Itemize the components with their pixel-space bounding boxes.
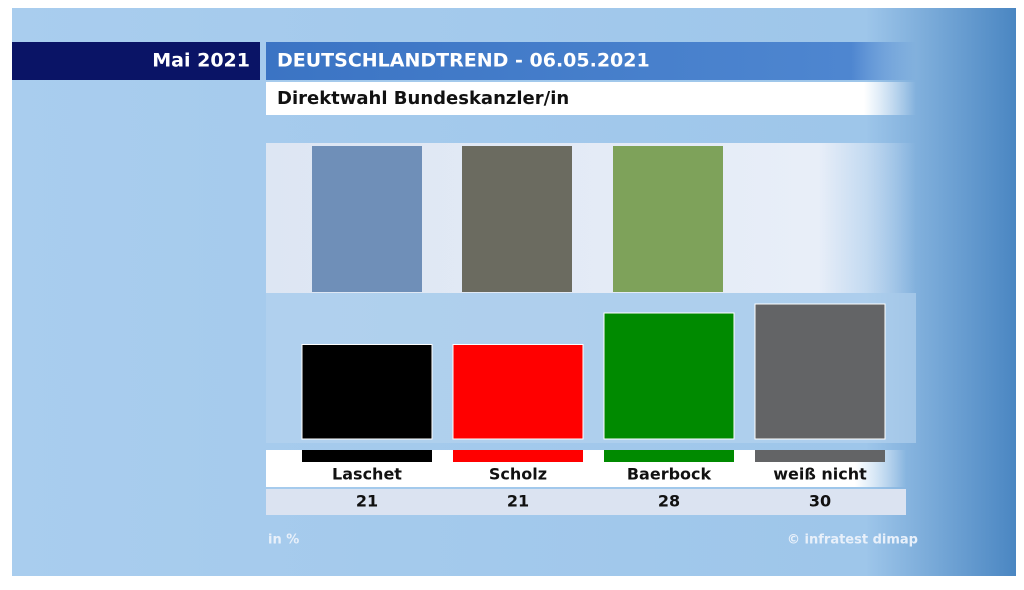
value-label: 30 <box>809 492 831 511</box>
value-strip <box>266 489 906 515</box>
photo <box>312 146 422 292</box>
category-label: Laschet <box>332 465 402 484</box>
photo <box>462 146 572 292</box>
bar <box>301 344 433 440</box>
bar-foot <box>755 450 885 462</box>
category-label: Baerbock <box>627 465 712 484</box>
title-box <box>266 42 916 80</box>
badge-box <box>12 42 260 80</box>
unit-note: in % <box>268 533 299 548</box>
subtitle: Direktwahl Bundeskanzler/in <box>277 88 569 109</box>
category-label: Scholz <box>489 465 547 484</box>
bar-foot <box>453 450 583 462</box>
bar-foot <box>604 450 734 462</box>
category-label: weiß nicht <box>773 465 867 484</box>
value-label: 28 <box>658 492 680 511</box>
bar-foot <box>302 450 432 462</box>
bar <box>452 344 584 440</box>
subtitle-box <box>266 82 916 115</box>
photo <box>613 146 723 292</box>
badge: Mai 2021 <box>152 50 250 72</box>
value-label: 21 <box>507 492 529 511</box>
bar <box>754 303 886 440</box>
bar <box>603 312 735 440</box>
value-label: 21 <box>356 492 378 511</box>
source: © infratest dimap <box>787 533 918 548</box>
title: DEUTSCHLANDTREND - 06.05.2021 <box>277 50 650 72</box>
